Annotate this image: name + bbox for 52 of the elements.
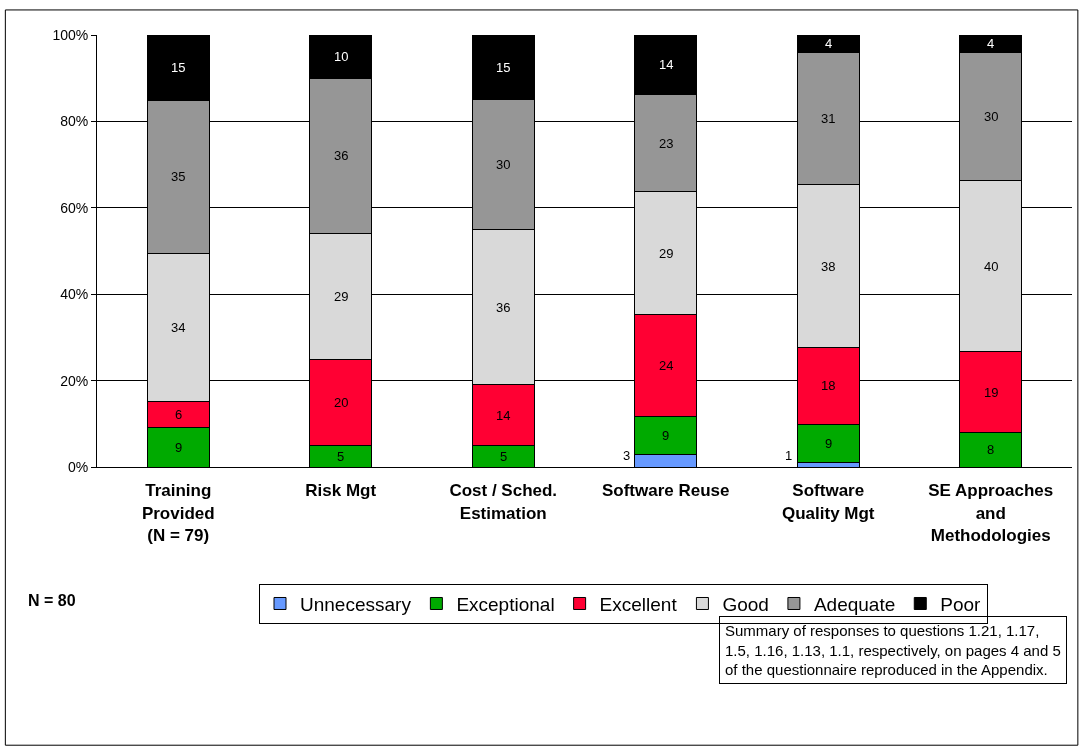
legend-label: Excellent: [599, 593, 678, 615]
data-label: 14: [659, 57, 674, 72]
text: N = 80: [28, 592, 76, 609]
data-label: 4: [825, 36, 833, 51]
x-tick-label: SE Approaches and Methodologies: [928, 481, 1054, 545]
data-label: 36: [334, 148, 349, 163]
data-label: 1: [785, 448, 793, 463]
data-label: 29: [659, 246, 674, 261]
data-label: 14: [496, 408, 511, 423]
y-tick-label: 20%: [60, 372, 89, 389]
data-label: 20: [334, 395, 349, 410]
data-label: 18: [821, 378, 836, 393]
y-tick-label: 0%: [67, 458, 89, 475]
data-label: 29: [334, 289, 349, 304]
data-label: 10: [334, 49, 349, 64]
data-label: 40: [984, 259, 999, 274]
y-tick-label: 40%: [60, 286, 89, 303]
data-label: 15: [496, 60, 511, 75]
data-label: 30: [984, 109, 999, 124]
data-label: 30: [496, 157, 511, 172]
data-label: 9: [662, 428, 670, 443]
data-label: 9: [175, 440, 183, 455]
legend-label: Exceptional: [456, 593, 555, 615]
legend-label: Poor: [940, 593, 982, 615]
y-tick-label: 80%: [60, 113, 89, 130]
data-label: 38: [821, 259, 836, 274]
data-label: 36: [496, 300, 511, 315]
data-label: 24: [659, 358, 674, 373]
y-tick-label: 100%: [52, 26, 89, 43]
legend-label: Good: [722, 593, 769, 615]
legend-label: Adequate: [813, 593, 896, 615]
x-tick-label: Training Provided (N = 79): [141, 481, 215, 545]
x-tick-label: Software Quality Mgt: [781, 481, 875, 523]
data-label: 6: [175, 407, 183, 422]
text: Summary of responses to questions 1.21, 1.17, 1.5, 1.16, 1.13, 1.1, respectively, on pages 4 and 5 of the questionnaire reproduced in the Appendix.: [725, 622, 1061, 678]
data-label: 19: [984, 385, 999, 400]
legend-label: Unnecessary: [300, 593, 412, 615]
data-label: 5: [337, 449, 345, 464]
data-label: 31: [821, 111, 836, 126]
y-tick-label: 60%: [60, 199, 89, 216]
data-label: 35: [171, 169, 186, 184]
data-label: 4: [987, 36, 995, 51]
x-tick-label: Software Reuse: [601, 481, 730, 501]
data-label: 5: [500, 449, 508, 464]
data-label: 23: [659, 136, 674, 151]
data-label: 3: [623, 448, 631, 463]
data-label: 15: [171, 60, 186, 75]
data-label: 8: [987, 442, 995, 457]
x-tick-label: Cost / Sched. Estimation: [449, 481, 558, 523]
data-label: 34: [171, 320, 186, 335]
x-tick-label: Risk Mgt: [305, 481, 377, 501]
data-label: 9: [825, 436, 833, 451]
